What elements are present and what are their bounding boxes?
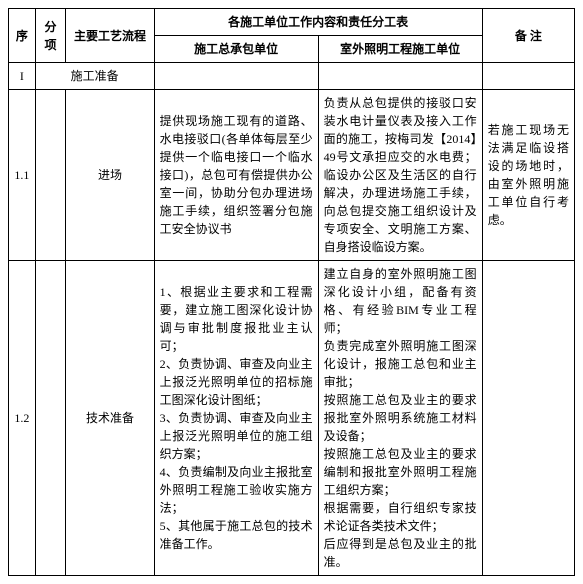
- cell-contractor: [154, 63, 318, 90]
- cell-contractor: 提供现场施工现有的道路、水电接驳口(各单体每层至少提供一个临电接口一个临水接口)…: [154, 90, 318, 261]
- cell-note: [482, 261, 574, 576]
- header-note: 备 注: [482, 9, 574, 63]
- header-sub: 分项: [35, 9, 66, 63]
- cell-lighting: 建立自身的室外照明施工图深化设计小组，配备有资格、有经验BIM专业工程师； 负责…: [318, 261, 482, 576]
- cell-sub: [35, 261, 66, 576]
- cell-seq: 1.1: [9, 90, 36, 261]
- cell-contractor: 1、根据业主要求和工程需要，建立施工图深化设计协调与审批制度报批业主认可； 2、…: [154, 261, 318, 576]
- table-row: 1.1 进场 提供现场施工现有的道路、水电接驳口(各单体每层至少提供一个临电接口…: [9, 90, 575, 261]
- table-row: I 施工准备: [9, 63, 575, 90]
- cell-lighting: [318, 63, 482, 90]
- cell-note: [482, 63, 574, 90]
- cell-process: 技术准备: [66, 261, 154, 576]
- cell-lighting: 负责从总包提供的接驳口安装水电计量仪表及接入工作面的施工，按梅司发【2014】4…: [318, 90, 482, 261]
- header-seq: 序: [9, 9, 36, 63]
- responsibility-table: 序 分项 主要工艺流程 各施工单位工作内容和责任分工表 备 注 施工总承包单位 …: [8, 8, 575, 576]
- header-group: 各施工单位工作内容和责任分工表: [154, 9, 482, 36]
- cell-seq: I: [9, 63, 36, 90]
- header-contractor: 施工总承包单位: [154, 36, 318, 63]
- header-process: 主要工艺流程: [66, 9, 154, 63]
- cell-sub: [35, 90, 66, 261]
- cell-process: 进场: [66, 90, 154, 261]
- cell-seq: 1.2: [9, 261, 36, 576]
- table-row: 1.2 技术准备 1、根据业主要求和工程需要，建立施工图深化设计协调与审批制度报…: [9, 261, 575, 576]
- cell-note: 若施工现场无法满足临设搭设的场地时，由室外照明施工单位自行考虑。: [482, 90, 574, 261]
- table-body: I 施工准备 1.1 进场 提供现场施工现有的道路、水电接驳口(各单体每层至少提…: [9, 63, 575, 576]
- cell-process: 施工准备: [35, 63, 154, 90]
- header-lighting: 室外照明工程施工单位: [318, 36, 482, 63]
